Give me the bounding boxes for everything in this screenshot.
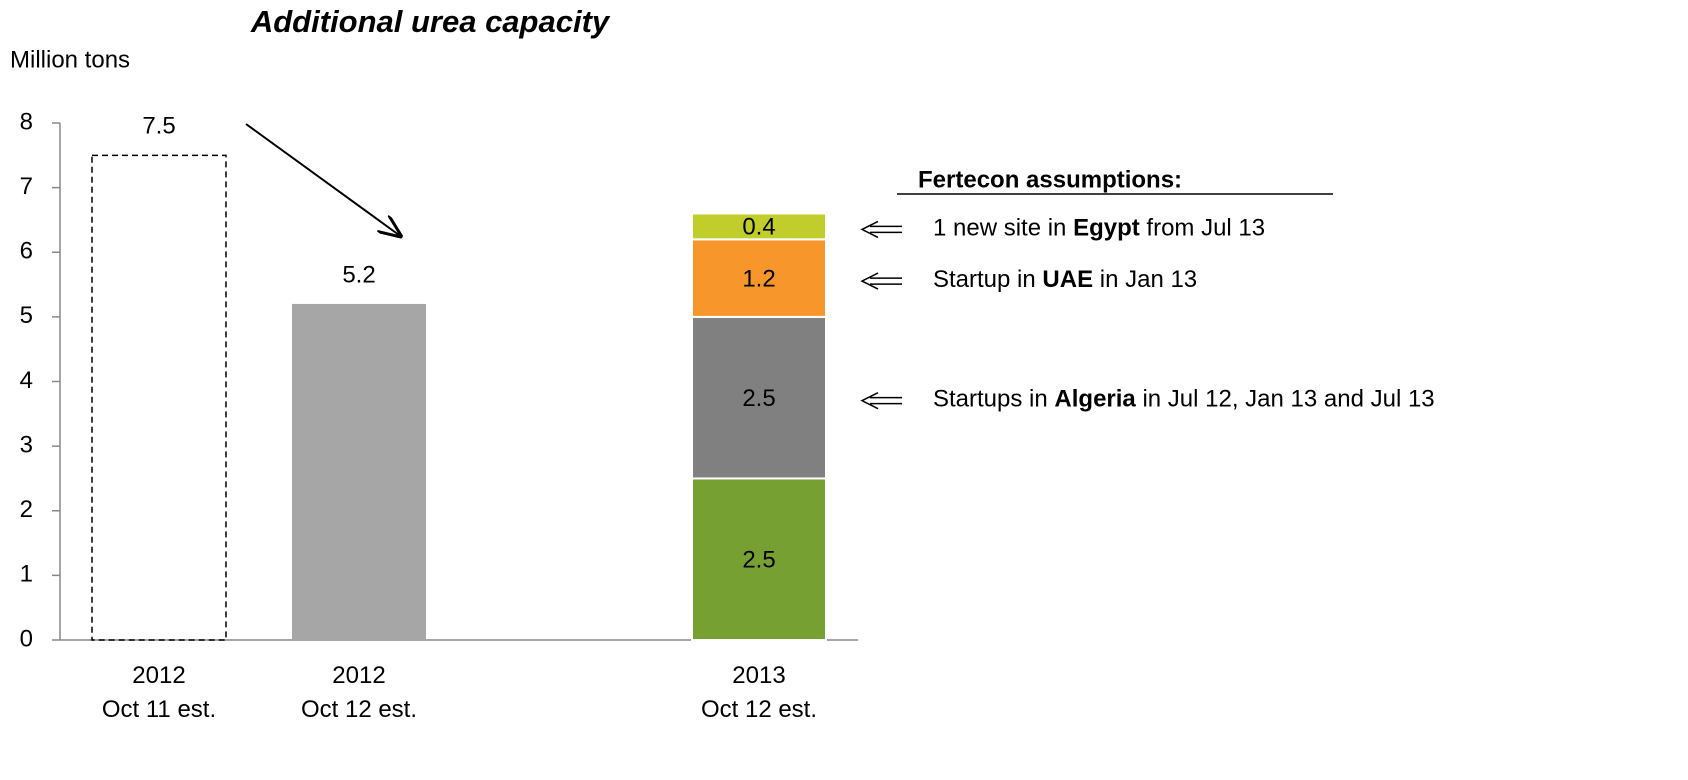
note-part: in Jul 12, Jan 13 and Jul 13 [1136,386,1435,413]
y-tick-label: 8 [20,108,33,135]
note-part: UAE [1042,266,1093,293]
y-tick-label: 5 [20,302,33,329]
data-label: 2.5 [742,547,775,574]
data-label: 1.2 [742,265,775,292]
y-tick-label: 7 [20,173,33,200]
note-part: Algeria [1054,386,1136,413]
y-axis-label: Million tons [10,46,130,73]
y-tick-label: 3 [20,431,33,458]
y-tick-label: 0 [20,625,33,652]
change-arrow [245,123,399,235]
data-label: 7.5 [142,113,175,140]
bar [292,303,426,640]
data-label: 2.5 [742,385,775,412]
x-tick-line: 2012 [132,662,185,689]
note: Startup in UAE in Jan 13 [933,266,1197,293]
data-label: 0.4 [742,214,775,241]
note-arrow [860,220,902,239]
x-tick-line: 2012 [332,662,385,689]
note: 1 new site in Egypt from Jul 13 [933,215,1265,242]
x-tick-line: Oct 12 est. [701,696,817,723]
note: Startups in Algeria in Jul 12, Jan 13 an… [933,386,1435,413]
y-tick-label: 2 [20,496,33,523]
note-part: Startup in [933,266,1042,293]
notes-title: Fertecon assumptions: [918,166,1182,193]
note-part: Egypt [1073,215,1140,242]
bar [691,477,827,641]
bar [91,154,227,641]
x-tick-label: 2013 Oct 12 est. [701,662,817,723]
note-part: 1 new site in [933,215,1073,242]
x-tick-label: 2012 Oct 11 est. [102,662,216,723]
x-tick-label: 2012 Oct 12 est. [301,662,417,723]
note-part: from Jul 13 [1140,215,1265,242]
note-part: in Jan 13 [1093,266,1197,293]
note-arrow [860,272,902,290]
y-tick-label: 1 [20,561,33,588]
x-tick-line: Oct 11 est. [102,696,216,723]
note-arrow [860,391,902,410]
data-label: 5.2 [342,261,375,288]
y-tick-label: 6 [20,238,33,265]
chart-title: Additional urea capacity [250,4,611,39]
x-tick-line: Oct 12 est. [301,696,417,723]
y-tick-label: 4 [20,367,33,394]
x-tick-line: 2013 [732,662,785,689]
note-part: Startups in [933,386,1054,413]
bar [691,212,827,241]
